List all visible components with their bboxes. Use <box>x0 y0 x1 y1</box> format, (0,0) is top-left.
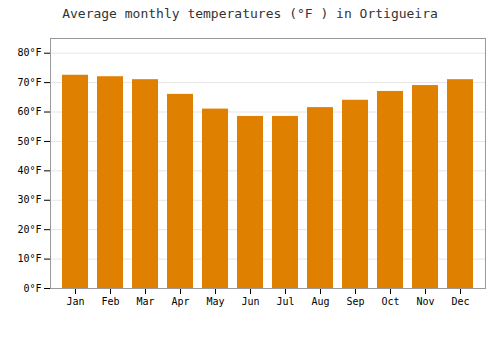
svg-text:Dec: Dec <box>451 296 469 307</box>
svg-text:40°F: 40°F <box>17 165 41 176</box>
svg-text:Oct: Oct <box>381 296 399 307</box>
svg-text:60°F: 60°F <box>17 106 41 117</box>
svg-text:Jun: Jun <box>241 296 259 307</box>
svg-text:10°F: 10°F <box>17 253 41 264</box>
html-text:Average monthly temperatures (: Average monthly temperatures (°F ) in Or… <box>62 6 438 21</box>
svg-text:Sep: Sep <box>346 296 364 307</box>
svg-text:Jul: Jul <box>276 296 294 307</box>
svg-text:Aug: Aug <box>311 296 329 307</box>
svg-text:Nov: Nov <box>416 296 434 307</box>
svg-text:50°F: 50°F <box>17 136 41 147</box>
svg-text:Mar: Mar <box>136 296 154 307</box>
svg-text:0°F: 0°F <box>23 283 41 294</box>
svg-text:70°F: 70°F <box>17 77 41 88</box>
svg-text:Apr: Apr <box>171 296 189 307</box>
svg-text:Feb: Feb <box>101 296 119 307</box>
svg-text:Jan: Jan <box>66 296 84 307</box>
svg-text:20°F: 20°F <box>17 224 41 235</box>
svg-text:80°F: 80°F <box>17 47 41 58</box>
svg-text:30°F: 30°F <box>17 194 41 205</box>
svg-text:May: May <box>206 296 224 307</box>
